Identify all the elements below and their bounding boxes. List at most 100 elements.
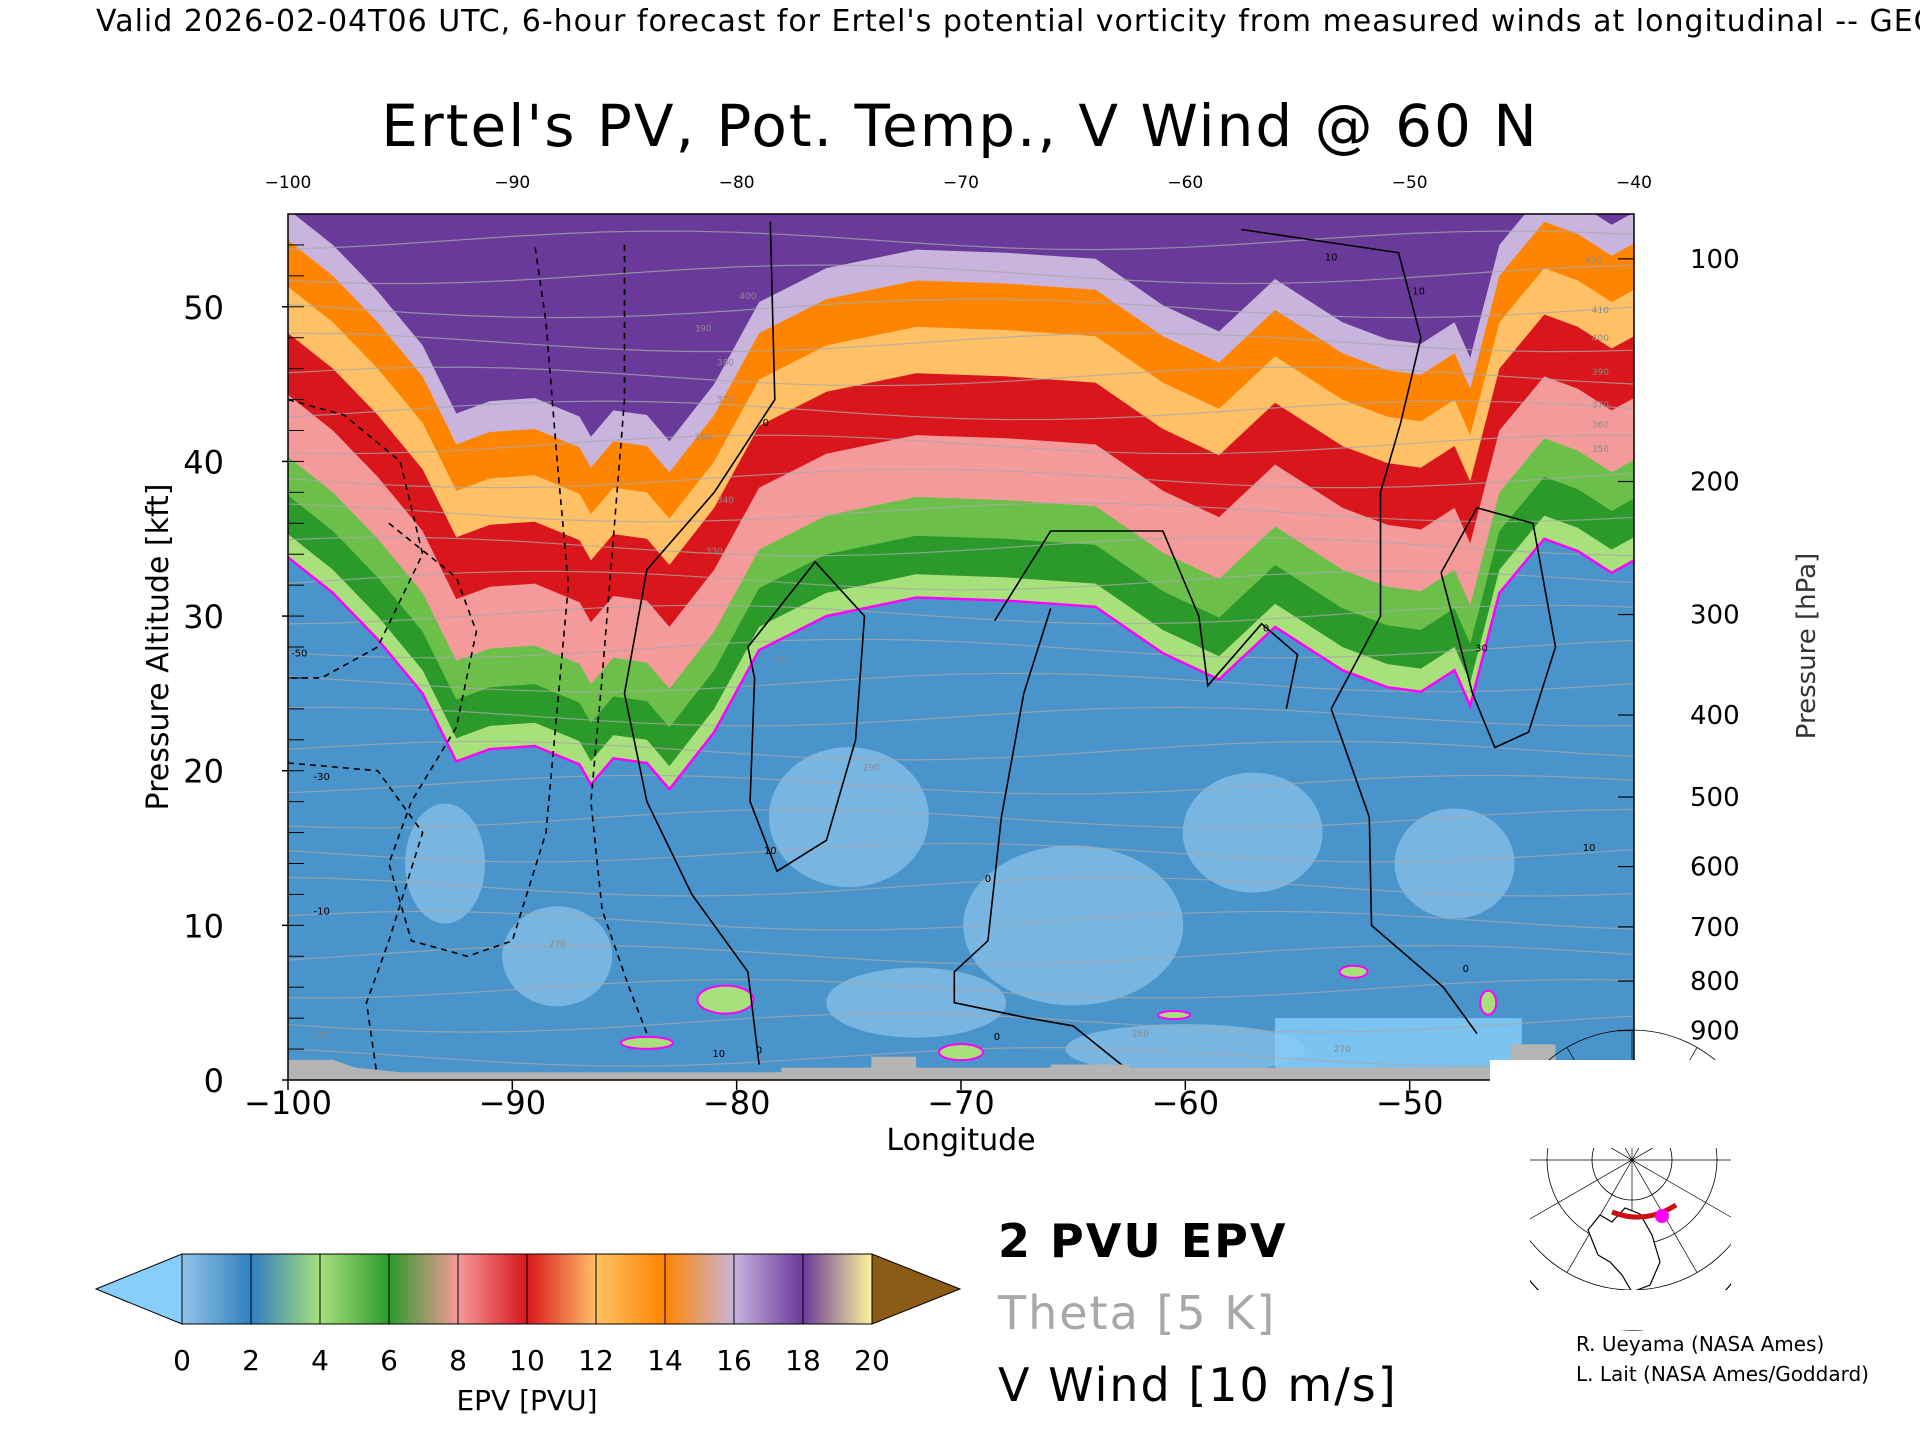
- low-pv-patch: [1182, 772, 1323, 893]
- pv-blob: [1157, 1010, 1192, 1021]
- theta-label: 330: [706, 547, 723, 557]
- colorbar-tick-label: 16: [716, 1344, 752, 1377]
- terrain: [288, 1044, 1556, 1080]
- vwind-neg-line2: [590, 244, 648, 1034]
- vwind-label: 0: [763, 418, 769, 429]
- low-pv-patch: [405, 803, 486, 924]
- y-axis-label-left: Pressure Altitude [kft]: [141, 484, 176, 811]
- legend-vwind: V Wind [10 m/s]: [998, 1358, 1398, 1412]
- pv-2pvu-contour: [288, 537, 1634, 792]
- colorbar-under-arrow: [94, 1253, 183, 1325]
- colorbar-tick-label: 8: [449, 1344, 467, 1377]
- theta-label: 360: [694, 433, 711, 443]
- theta-label: 260: [1132, 1030, 1149, 1040]
- vwind-30-loop: [1440, 506, 1557, 749]
- x-tick-label: −80: [703, 1084, 771, 1122]
- theta-contour: [288, 332, 1634, 353]
- pressure-tick-label: 200: [1690, 468, 1740, 498]
- vwind-0-west: [623, 221, 776, 1065]
- y-tick-label: 40: [183, 443, 224, 481]
- theta-contour: [288, 604, 1634, 625]
- vwind-neg30-line: [288, 762, 424, 1080]
- theta-contour: [288, 536, 1634, 557]
- theta-label: 370: [1592, 400, 1609, 410]
- vwind-label: 0: [756, 1046, 762, 1057]
- theta-label: 410: [1592, 306, 1609, 316]
- inset-mask: [1731, 1140, 1771, 1300]
- pressure-tick-label: 300: [1690, 601, 1740, 631]
- pv-blob: [1479, 989, 1498, 1016]
- colorbar-tick-label: 6: [380, 1344, 398, 1377]
- pressure-tick-label: 100: [1690, 245, 1740, 275]
- theta-contour: [288, 876, 1634, 897]
- theta-label: 390: [694, 325, 711, 335]
- top-tick-label: −50: [1392, 173, 1428, 193]
- theta-label: 300: [773, 655, 790, 665]
- top-tick-label: −60: [1167, 173, 1203, 193]
- vwind-0-east: [1241, 228, 1478, 1035]
- colorbar-tick-label: 10: [509, 1344, 545, 1377]
- vwind-label: 0: [985, 874, 991, 885]
- theta-label: 260: [313, 1031, 330, 1041]
- theta-contour: [288, 400, 1634, 421]
- theta-contour: [288, 366, 1634, 387]
- theta-contour: [288, 842, 1634, 863]
- theta-contour: [288, 1013, 1634, 1033]
- vwind-label: 0: [994, 1032, 1000, 1043]
- vwind-label: 10: [1325, 252, 1338, 263]
- vwind-label: -10: [313, 907, 329, 918]
- theta-contour: [288, 502, 1634, 523]
- x-tick-label: −70: [927, 1084, 995, 1122]
- low-pv-patch: [1394, 808, 1515, 919]
- y-axis-label-right: Pressure [hPa]: [1792, 553, 1822, 740]
- vwind-label: 30: [1475, 644, 1488, 655]
- theta-contour: [288, 434, 1634, 455]
- theta-label: 420: [1585, 256, 1602, 266]
- chart-title: Ertel's PV, Pot. Temp., V Wind @ 60 N: [381, 92, 1539, 160]
- y-tick-label: 10: [183, 907, 224, 945]
- pv-blob: [1338, 964, 1369, 979]
- top-tick-label: −80: [719, 173, 755, 193]
- location-inset-map: [1490, 1029, 1790, 1331]
- theta-label: 390: [1592, 368, 1609, 378]
- vwind-10-loop: [747, 560, 866, 873]
- theta-contour: [288, 230, 1634, 251]
- header-text: Valid 2026-02-04T06 UTC, 6-hour forecast…: [96, 4, 1920, 39]
- colorbar-label: EPV [PVU]: [456, 1384, 597, 1417]
- inset-mask: [1490, 1290, 1750, 1330]
- top-tick-label: −70: [943, 173, 979, 193]
- theta-label: 270: [549, 940, 566, 950]
- low-pv-patch: [768, 747, 929, 888]
- vwind-0-upper: [993, 530, 1299, 710]
- y-tick-label: 0: [204, 1062, 224, 1100]
- x-tick-label: −90: [479, 1084, 547, 1122]
- pressure-tick-label: 700: [1690, 913, 1740, 943]
- inset-continent: [1587, 1207, 1661, 1293]
- theta-contour: [288, 706, 1634, 727]
- y-tick-label: 20: [183, 753, 224, 791]
- pressure-tick-label: 900: [1690, 1017, 1740, 1047]
- vwind-label: 0: [1463, 964, 1469, 975]
- vwind-label: 0: [1263, 624, 1269, 635]
- colorbar-tick-label: 18: [785, 1344, 821, 1377]
- theta-contour: [288, 740, 1634, 761]
- theta-contour: [288, 264, 1634, 285]
- inset-transect: [1611, 1202, 1678, 1220]
- theta-label: 290: [863, 764, 880, 774]
- pressure-tick-label: 500: [1690, 783, 1740, 813]
- x-tick-label: −60: [1152, 1084, 1220, 1122]
- vwind-label: -30: [313, 772, 329, 783]
- theta-label: 370: [717, 396, 734, 406]
- y-tick-label: 50: [183, 289, 224, 327]
- pressure-tick-label: 400: [1690, 701, 1740, 731]
- top-tick-label: −40: [1616, 173, 1652, 193]
- vwind-label: 10: [712, 1049, 725, 1060]
- vwind-0-mid: [953, 608, 1142, 1080]
- theta-contour: [288, 672, 1634, 693]
- top-tick-label: −90: [494, 173, 530, 193]
- theta-label: 400: [1592, 334, 1609, 344]
- colorbar-tick-label: 4: [311, 1344, 329, 1377]
- pv-blob: [938, 1043, 984, 1062]
